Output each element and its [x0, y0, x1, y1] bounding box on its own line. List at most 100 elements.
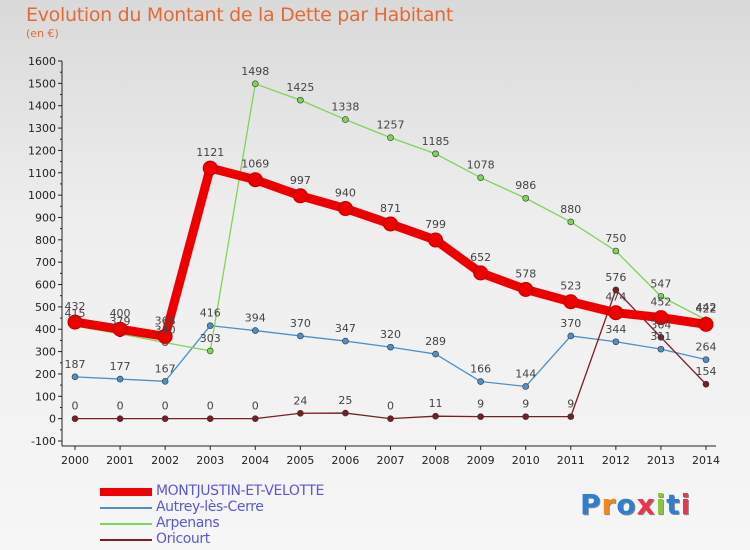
- data-point: [387, 415, 394, 422]
- data-point: [71, 373, 79, 381]
- y-tick-label: -100: [31, 435, 56, 448]
- data-label: 452: [650, 296, 671, 309]
- x-tick-label: 2008: [422, 454, 450, 467]
- data-point: [71, 415, 79, 422]
- data-point: [432, 412, 439, 420]
- y-tick-label: 800: [35, 234, 56, 247]
- data-point: [112, 321, 128, 337]
- x-tick-label: 2006: [331, 454, 359, 467]
- y-tick-label: 300: [35, 346, 56, 359]
- x-tick-label: 2013: [647, 454, 675, 467]
- data-label: 9: [522, 398, 529, 411]
- x-tick-label: 2000: [61, 454, 89, 467]
- data-point: [567, 413, 575, 420]
- data-label: 576: [605, 271, 626, 284]
- legend-label: Oricourt: [156, 531, 210, 547]
- data-point: [432, 150, 439, 158]
- data-label: 416: [200, 307, 221, 320]
- data-point: [612, 247, 620, 255]
- y-tick-label: 1600: [28, 55, 56, 68]
- data-point: [297, 332, 304, 340]
- data-label: 400: [110, 307, 131, 320]
- data-point: [292, 188, 308, 204]
- data-label: 340: [155, 324, 176, 337]
- data-label: 0: [117, 400, 124, 413]
- legend-item: Autrey-lès-Cerre: [100, 499, 400, 516]
- x-tick-label: 2003: [196, 454, 224, 467]
- data-label: 1338: [331, 101, 359, 114]
- data-label: 167: [155, 362, 176, 375]
- data-label: 652: [470, 251, 491, 264]
- data-point: [297, 96, 304, 104]
- y-tick-label: 500: [35, 301, 56, 314]
- data-point: [702, 380, 710, 388]
- data-point: [337, 201, 353, 217]
- data-label: 1425: [286, 81, 314, 94]
- logo-letter: i: [655, 488, 667, 521]
- data-point: [477, 174, 484, 181]
- data-point: [432, 350, 439, 358]
- data-label: 0: [252, 400, 259, 413]
- data-point: [387, 343, 394, 351]
- data-label: 940: [335, 187, 356, 200]
- data-point: [161, 415, 169, 422]
- legend-label: Autrey-lès-Cerre: [156, 499, 264, 515]
- x-tick-label: 2014: [692, 454, 720, 467]
- data-point: [251, 415, 259, 422]
- y-tick-label: 1400: [28, 100, 56, 113]
- data-label: 289: [425, 335, 446, 348]
- data-label: 0: [207, 400, 214, 413]
- data-label: 547: [650, 277, 671, 290]
- data-label: 344: [605, 323, 626, 336]
- logo-letter: x: [636, 488, 656, 521]
- data-point: [522, 383, 530, 390]
- data-label: 379: [110, 315, 131, 328]
- data-point: [116, 375, 124, 383]
- data-label: 415: [65, 307, 86, 320]
- data-label: 187: [65, 358, 86, 371]
- data-point: [522, 413, 530, 420]
- data-label: 474: [605, 291, 626, 304]
- data-point: [702, 356, 710, 363]
- legend-item: Arpenans: [100, 515, 400, 532]
- data-point: [567, 218, 575, 226]
- data-label: 997: [290, 174, 311, 187]
- data-point: [116, 415, 124, 422]
- data-point: [206, 322, 214, 329]
- data-point: [657, 345, 665, 353]
- data-label: 0: [387, 400, 394, 413]
- data-label: 9: [477, 398, 484, 411]
- y-tick-label: 400: [35, 323, 56, 336]
- data-point: [473, 265, 489, 281]
- data-point: [608, 305, 624, 321]
- chart-subtitle: (en €): [26, 27, 59, 40]
- data-label: 311: [650, 330, 671, 343]
- data-label: 986: [515, 179, 536, 192]
- data-label: 264: [696, 341, 717, 354]
- data-point: [342, 116, 349, 123]
- y-tick-label: 600: [35, 279, 56, 292]
- data-label: 303: [200, 332, 221, 345]
- x-tick-label: 2002: [151, 454, 179, 467]
- data-point: [657, 333, 665, 341]
- data-point: [342, 337, 349, 345]
- data-point: [387, 134, 394, 141]
- legend-swatch: [100, 539, 152, 541]
- data-label: 9: [567, 398, 574, 411]
- x-tick-label: 2007: [377, 454, 405, 467]
- y-tick-label: 900: [35, 211, 56, 224]
- y-tick-label: 100: [35, 390, 56, 403]
- y-tick-label: 1200: [28, 144, 56, 157]
- x-tick-label: 2005: [286, 454, 314, 467]
- data-point: [563, 294, 579, 310]
- data-label: 1498: [241, 65, 269, 78]
- data-point: [428, 232, 444, 248]
- data-label: 799: [425, 218, 446, 231]
- data-label: 370: [560, 317, 581, 330]
- data-point: [477, 413, 484, 420]
- data-point: [567, 332, 575, 340]
- data-point: [157, 328, 173, 344]
- data-label: 11: [429, 397, 443, 410]
- data-label: 368: [155, 314, 176, 327]
- data-label: 25: [338, 394, 352, 407]
